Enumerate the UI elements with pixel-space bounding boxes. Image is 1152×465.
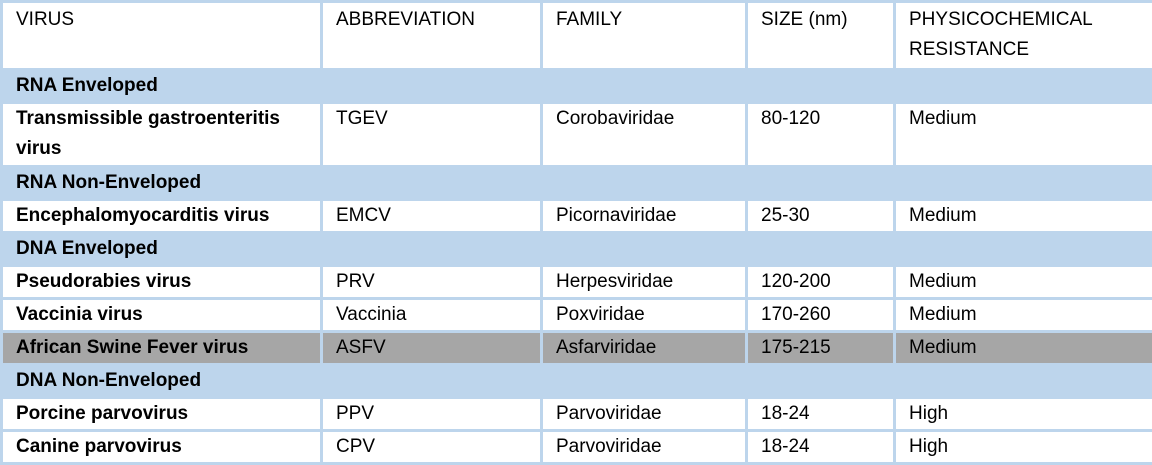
header-resistance: PHYSICOCHEMICAL RESISTANCE bbox=[895, 2, 1152, 70]
cell-virus: Encephalomyocarditis virus bbox=[2, 200, 322, 233]
group-row: DNA Enveloped bbox=[2, 233, 1152, 266]
cell-resistance: Medium bbox=[895, 103, 1152, 167]
cell-abbr: ASFV bbox=[322, 332, 542, 365]
cell-family: Poxviridae bbox=[542, 299, 747, 332]
group-label: RNA Enveloped bbox=[2, 70, 1152, 103]
cell-size: 25-30 bbox=[747, 200, 895, 233]
cell-family: Parvoviridae bbox=[542, 398, 747, 431]
header-abbreviation: ABBREVIATION bbox=[322, 2, 542, 70]
cell-virus: Pseudorabies virus bbox=[2, 266, 322, 299]
cell-family: Picornaviridae bbox=[542, 200, 747, 233]
group-label: DNA Non-Enveloped bbox=[2, 365, 1152, 398]
cell-family: Herpesviridae bbox=[542, 266, 747, 299]
cell-resistance: Medium bbox=[895, 266, 1152, 299]
cell-virus: Transmissible gastroenteritis virus bbox=[2, 103, 322, 167]
cell-virus: Porcine parvovirus bbox=[2, 398, 322, 431]
header-row: VIRUS ABBREVIATION FAMILY SIZE (nm) PHYS… bbox=[2, 2, 1152, 70]
cell-resistance: High bbox=[895, 398, 1152, 431]
cell-virus: African Swine Fever virus bbox=[2, 332, 322, 365]
header-family: FAMILY bbox=[542, 2, 747, 70]
cell-resistance: Medium bbox=[895, 332, 1152, 365]
group-row: RNA Enveloped bbox=[2, 70, 1152, 103]
group-label: RNA Non-Enveloped bbox=[2, 167, 1152, 200]
cell-abbr: TGEV bbox=[322, 103, 542, 167]
cell-virus: Vaccinia virus bbox=[2, 299, 322, 332]
cell-abbr: EMCV bbox=[322, 200, 542, 233]
cell-virus: Canine parvovirus bbox=[2, 431, 322, 464]
cell-size: 18-24 bbox=[747, 431, 895, 464]
cell-size: 120-200 bbox=[747, 266, 895, 299]
cell-resistance: Medium bbox=[895, 200, 1152, 233]
cell-size: 18-24 bbox=[747, 398, 895, 431]
cell-abbr: PPV bbox=[322, 398, 542, 431]
cell-abbr: CPV bbox=[322, 431, 542, 464]
cell-resistance: High bbox=[895, 431, 1152, 464]
cell-family: Corobaviridae bbox=[542, 103, 747, 167]
cell-resistance: Medium bbox=[895, 299, 1152, 332]
header-size: SIZE (nm) bbox=[747, 2, 895, 70]
cell-abbr: PRV bbox=[322, 266, 542, 299]
cell-family: Asfarviridae bbox=[542, 332, 747, 365]
cell-size: 175-215 bbox=[747, 332, 895, 365]
group-label: DNA Enveloped bbox=[2, 233, 1152, 266]
cell-size: 170-260 bbox=[747, 299, 895, 332]
header-virus: VIRUS bbox=[2, 2, 322, 70]
cell-size: 80-120 bbox=[747, 103, 895, 167]
group-row: DNA Non-Enveloped bbox=[2, 365, 1152, 398]
cell-family: Parvoviridae bbox=[542, 431, 747, 464]
group-row: RNA Non-Enveloped bbox=[2, 167, 1152, 200]
cell-abbr: Vaccinia bbox=[322, 299, 542, 332]
